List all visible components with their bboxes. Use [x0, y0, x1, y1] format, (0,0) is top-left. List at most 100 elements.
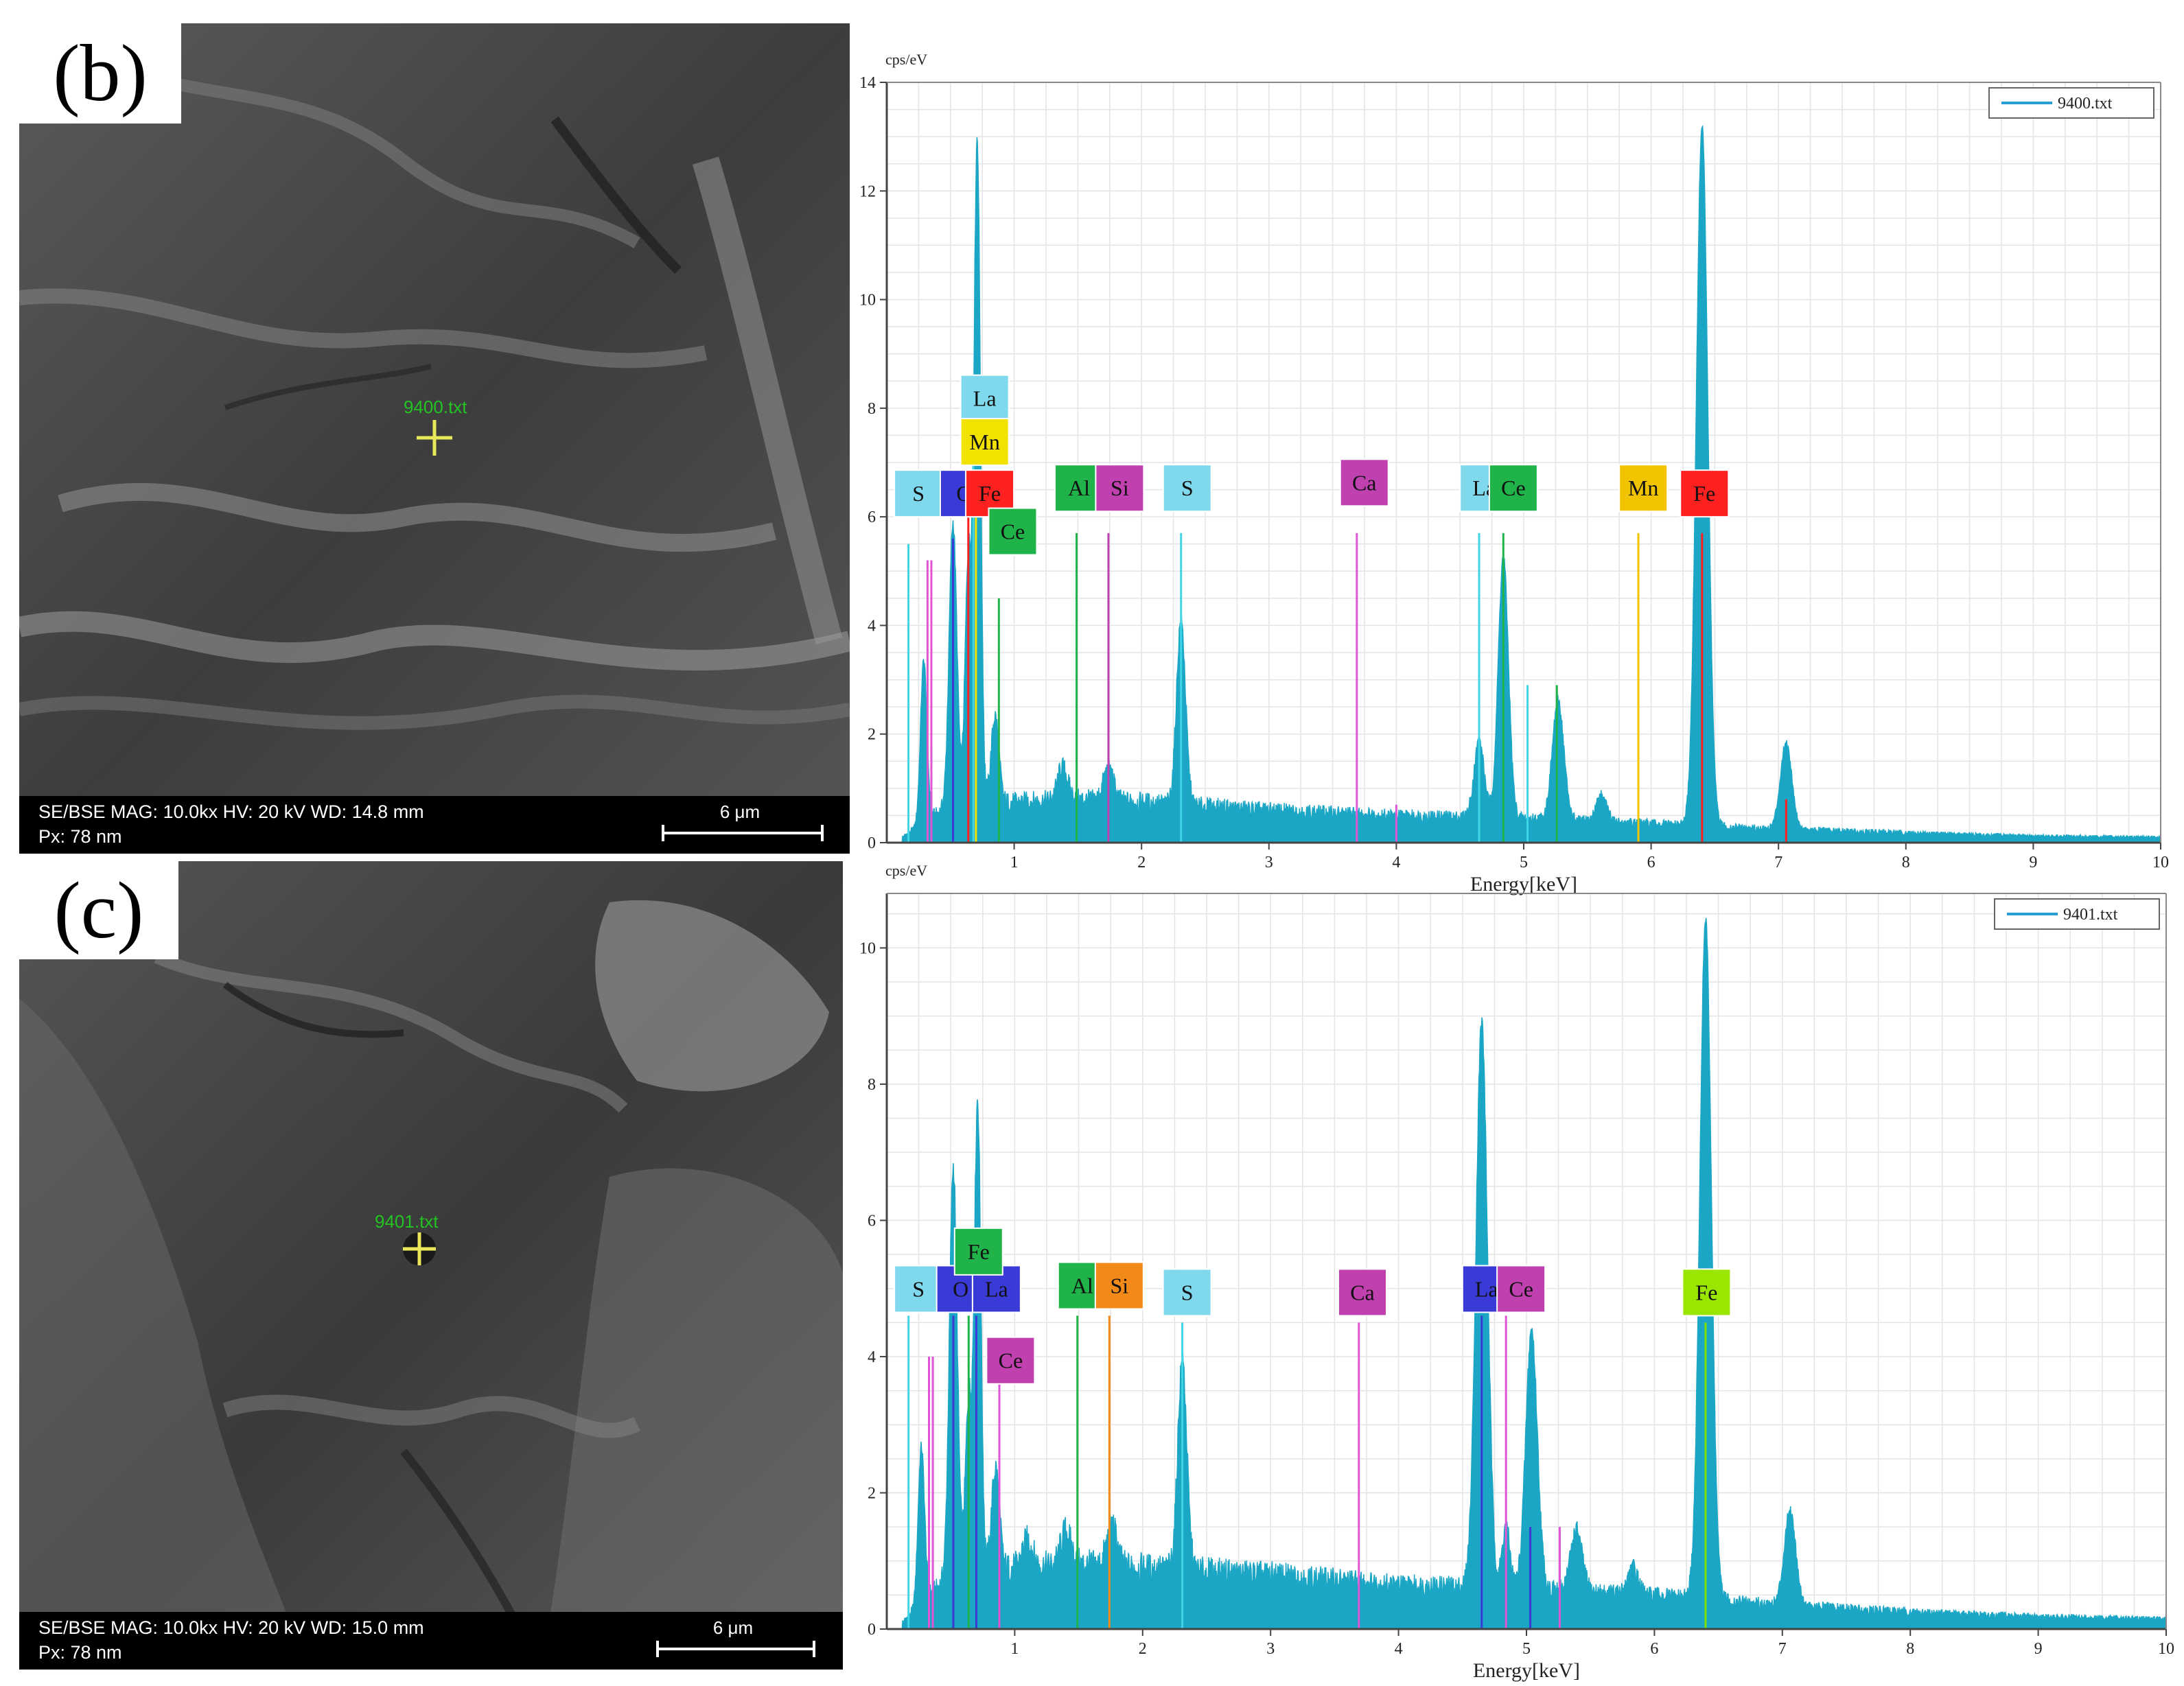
- chart1-element-label-6: Si: [1094, 1261, 1144, 1310]
- chart1-y-tick-label-1: 2: [868, 1484, 876, 1502]
- svg-text:Fe: Fe: [1693, 481, 1715, 506]
- chart0-element-label-13: Fe: [1680, 469, 1730, 518]
- chart1-y-tick-label-3: 6: [868, 1212, 876, 1230]
- chart0-x-tick-label-3: 4: [1392, 854, 1400, 871]
- chart1-x-tick-label-2: 3: [1266, 1640, 1275, 1658]
- chart0-y-tick-label-5: 10: [859, 292, 876, 309]
- chart1-element-label-3: Fe: [953, 1227, 1003, 1276]
- chart0-x-tick-label-4: 5: [1520, 854, 1528, 871]
- chart1-x-tick-label-4: 5: [1522, 1640, 1531, 1658]
- chart0-x-tick-label-0: 1: [1010, 854, 1019, 871]
- eds-spectrum-c: S O La Fe Ce Al Si S Ca La Ce Fe 0 2 4 6 8 10 1 2 3 4 5 6 7 8 9 10 c…: [859, 858, 2176, 1682]
- sem-image-b: 9400.txt (b) SE/BSE MAG: 10.0kx HV: 20 k…: [19, 23, 850, 854]
- chart0-element-label-7: Si: [1095, 464, 1145, 513]
- chart1-element-label-8: Ca: [1337, 1268, 1387, 1317]
- sem-info-line1: SE/BSE MAG: 10.0kx HV: 20 kV WD: 15.0 mm: [38, 1617, 424, 1638]
- svg-text:Ce: Ce: [1001, 519, 1025, 544]
- chart0-x-tick-label-7: 8: [1902, 854, 1910, 871]
- chart1-element-label-0: S: [894, 1265, 944, 1313]
- chart1-x-tick-label-0: 1: [1010, 1640, 1019, 1658]
- spot-label-c: 9401.txt: [375, 1211, 439, 1232]
- chart1-x-tick-label-7: 8: [1906, 1640, 1914, 1658]
- chart0-y-tick-label-7: 14: [859, 74, 876, 92]
- svg-text:La: La: [1475, 1276, 1498, 1301]
- chart1-y-tick-label-0: 0: [868, 1621, 876, 1639]
- chart0-element-label-5: Ce: [988, 507, 1038, 556]
- svg-text:La: La: [985, 1276, 1008, 1301]
- svg-text:Ce: Ce: [999, 1348, 1023, 1373]
- chart1-x-tick-label-1: 2: [1139, 1640, 1147, 1658]
- svg-text:Fe: Fe: [968, 1239, 990, 1264]
- scale-bar: [662, 825, 824, 841]
- chart1-spectrum-area: [901, 917, 2167, 1630]
- chart1-legend: 9401.txt: [1994, 898, 2160, 930]
- eds-spectrum-b: S O Fe La Mn Ce Al Si S Ca La Ce Mn Fe 0 2 4 6 8 10 12 14 1 2 3 4…: [859, 41, 2176, 895]
- sem-image-c: 9401.txt (c) SE/BSE MAG: 10.0kx HV: 20 k…: [19, 861, 843, 1670]
- chart0-legend-label: 9400.txt: [2058, 95, 2113, 113]
- chart0-x-tick-label-8: 9: [2029, 854, 2037, 871]
- chart0-element-label-11: Ce: [1488, 464, 1538, 513]
- chart0-y-axis-label: cps/eV: [885, 51, 927, 68]
- svg-text:Si: Si: [1110, 1273, 1128, 1298]
- chart0-y-tick-label-0: 0: [868, 834, 876, 852]
- svg-text:O: O: [953, 1276, 968, 1301]
- sem-info-bar-c: SE/BSE MAG: 10.0kx HV: 20 kV WD: 15.0 mm…: [19, 1612, 843, 1670]
- svg-text:Mn: Mn: [1628, 476, 1658, 500]
- sem-info-line2: Px: 78 nm: [38, 826, 122, 847]
- chart0-element-label-9: Ca: [1339, 458, 1389, 507]
- chart1-y-axis-label: cps/eV: [885, 862, 927, 879]
- chart0-y-tick-label-4: 8: [868, 400, 876, 418]
- spot-label-b: 9400.txt: [404, 397, 467, 417]
- chart0-x-tick-label-1: 2: [1137, 854, 1146, 871]
- svg-text:S: S: [912, 1276, 925, 1301]
- chart0-grid: [886, 82, 2161, 843]
- chart0-element-label-0: S: [894, 469, 944, 518]
- chart1-y-tick-label-2: 4: [868, 1348, 876, 1366]
- scale-bar: [656, 1641, 815, 1657]
- chart0-x-tick-label-2: 3: [1265, 854, 1273, 871]
- svg-text:Fe: Fe: [1695, 1280, 1717, 1304]
- chart1-x-tick-label-9: 10: [2158, 1640, 2174, 1658]
- chart1-x-tick-label-5: 6: [1650, 1640, 1658, 1658]
- chart1-x-tick-label-3: 4: [1395, 1640, 1403, 1658]
- svg-text:Ce: Ce: [1501, 476, 1526, 500]
- chart0-spectrum-area: [901, 124, 2161, 843]
- svg-text:Si: Si: [1111, 476, 1129, 500]
- crosshair-icon: [403, 1232, 436, 1265]
- chart0-y-tick-label-6: 12: [859, 183, 876, 200]
- sem-texture-b: [19, 23, 850, 854]
- svg-text:S: S: [912, 481, 925, 506]
- chart0-y-tick-label-3: 6: [868, 508, 876, 526]
- svg-text:Ca: Ca: [1350, 1280, 1375, 1304]
- sem-texture-c: [19, 861, 843, 1670]
- sem-info-line2: Px: 78 nm: [38, 1642, 122, 1663]
- crosshair-icon: [417, 420, 452, 456]
- chart0-y-tick-label-2: 4: [868, 617, 876, 635]
- chart1-element-label-11: Fe: [1682, 1268, 1732, 1317]
- svg-text:Mn: Mn: [969, 430, 999, 454]
- svg-text:Fe: Fe: [979, 481, 1001, 506]
- svg-text:Ce: Ce: [1509, 1276, 1533, 1301]
- chart1-element-label-7: S: [1162, 1268, 1212, 1317]
- scale-bar-label: 6 μm: [712, 1617, 754, 1638]
- chart1-x-axis-label: Energy[keV]: [1473, 1659, 1580, 1682]
- sem-info-line1: SE/BSE MAG: 10.0kx HV: 20 kV WD: 14.8 mm: [38, 801, 424, 822]
- sem-info-bar-b: SE/BSE MAG: 10.0kx HV: 20 kV WD: 14.8 mm…: [19, 796, 850, 854]
- chart0-element-label-12: Mn: [1618, 464, 1669, 513]
- chart1-x-tick-label-6: 7: [1778, 1640, 1787, 1658]
- chart0-x-axis-label: Energy[keV]: [1470, 873, 1577, 895]
- panel-label-b: (b): [19, 23, 181, 124]
- svg-text:Al: Al: [1071, 1273, 1093, 1298]
- chart0-element-label-4: Mn: [960, 417, 1010, 466]
- chart0-legend: 9400.txt: [1988, 87, 2154, 119]
- scale-bar-label: 6 μm: [719, 801, 760, 822]
- chart1-y-tick-label-4: 8: [868, 1076, 876, 1094]
- chart0-y-tick-label-1: 2: [868, 726, 876, 744]
- chart0-element-label-6: Al: [1054, 464, 1104, 513]
- svg-text:S: S: [1181, 1280, 1194, 1304]
- chart0-x-tick-label-9: 10: [2152, 854, 2169, 871]
- chart1-element-label-10: Ce: [1496, 1265, 1546, 1313]
- chart1-x-tick-label-8: 9: [2034, 1640, 2043, 1658]
